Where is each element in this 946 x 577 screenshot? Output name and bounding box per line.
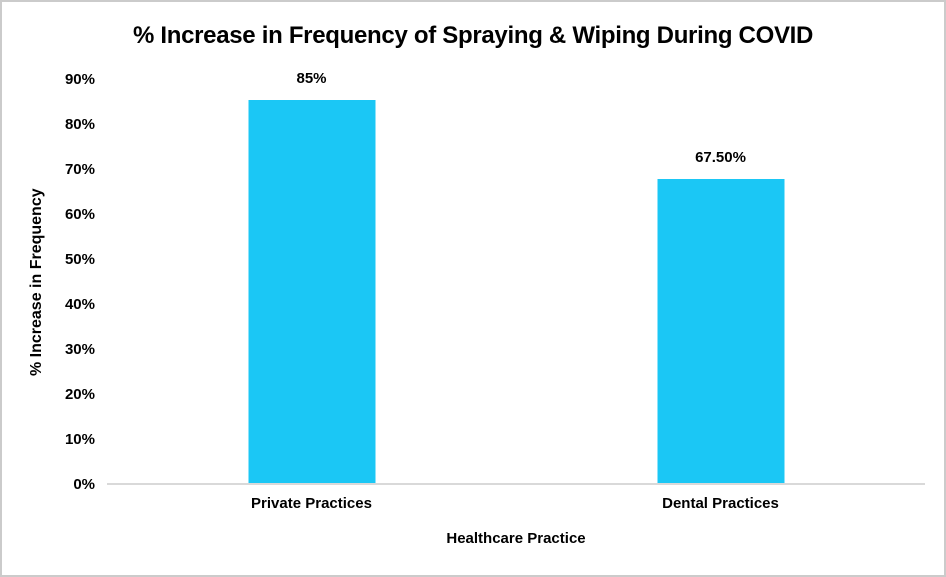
y-tick-label: 80%	[64, 116, 95, 133]
y-tick-label: 20%	[64, 386, 95, 403]
y-tick-label: 0%	[73, 476, 95, 493]
y-tick-label: 50%	[64, 251, 95, 268]
bar-data-label: 85%	[296, 70, 327, 87]
y-tick-label: 10%	[64, 431, 95, 448]
category-slot: 67.50% Dental Practices	[516, 80, 925, 512]
chart-title: % Increase in Frequency of Spraying & Wi…	[132, 22, 814, 49]
y-tick-label: 30%	[64, 341, 95, 358]
bar	[248, 100, 375, 483]
y-tick-label: 40%	[64, 296, 95, 313]
category-label: Dental Practices	[662, 495, 779, 512]
bar-data-label: 67.50%	[695, 149, 746, 166]
plot-area: 85% Private Practices 67.50% Dental Practic…	[107, 70, 925, 512]
y-tick-label: 90%	[64, 71, 95, 88]
y-tick-label: 70%	[64, 161, 95, 178]
category-slot: 85% Private Practices	[107, 70, 516, 512]
y-tick-label: 60%	[64, 206, 95, 223]
bar	[657, 179, 784, 483]
category-label: Private Practices	[251, 495, 372, 512]
x-axis-title: Healthcare Practice	[446, 530, 586, 547]
y-axis-ticks: 0% 10% 20% 30% 40% 50% 60% 70% 80% 90%	[2, 2, 95, 575]
